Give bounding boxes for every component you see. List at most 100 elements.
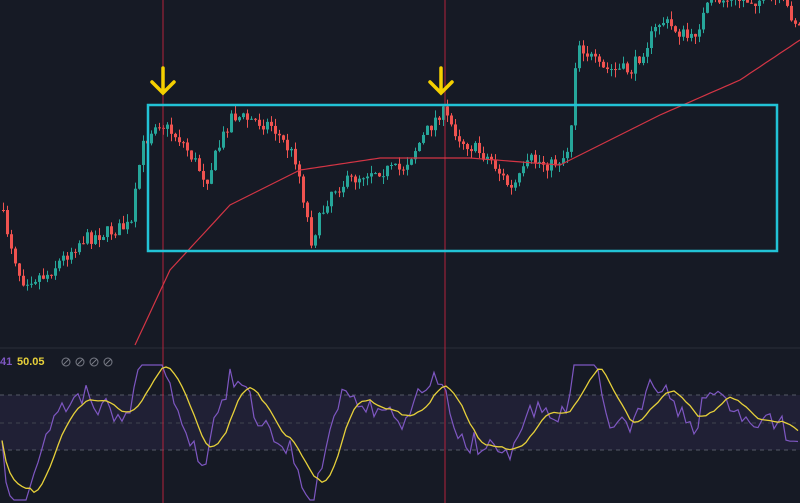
candle — [510, 184, 513, 188]
candle — [330, 191, 333, 207]
candle — [586, 53, 589, 57]
candle — [790, 5, 793, 21]
candle — [430, 125, 433, 131]
candle — [762, 0, 765, 1]
candle — [154, 127, 157, 134]
moving-average — [134, 39, 800, 346]
candle — [642, 56, 645, 64]
candle — [266, 121, 269, 130]
candle — [758, 0, 761, 6]
candle — [462, 141, 465, 145]
candle — [326, 206, 329, 213]
arrow — [428, 66, 454, 96]
arrow — [150, 66, 176, 96]
candle — [534, 154, 537, 163]
candle — [182, 142, 185, 144]
candle — [242, 113, 245, 118]
candle — [722, 0, 725, 3]
candle — [18, 263, 21, 276]
candle — [202, 171, 205, 180]
candle — [218, 147, 221, 151]
candle — [54, 268, 57, 276]
candle — [26, 284, 29, 286]
candle — [410, 159, 413, 165]
candle — [46, 274, 49, 279]
candle — [106, 226, 109, 238]
candle — [710, 0, 713, 3]
candle — [354, 176, 357, 183]
candle — [74, 251, 77, 253]
candle — [34, 281, 37, 284]
candle — [794, 20, 797, 24]
candle — [362, 178, 365, 180]
candle — [446, 106, 449, 116]
candle — [602, 61, 605, 68]
candle — [570, 125, 573, 152]
candle — [38, 275, 41, 282]
rsi-ma-line — [1, 366, 799, 494]
candle — [478, 142, 481, 154]
candle — [378, 173, 381, 177]
candle — [30, 283, 33, 285]
candle — [338, 191, 341, 193]
candle — [730, 0, 733, 1]
candle — [286, 139, 289, 151]
candle — [402, 169, 405, 171]
candle — [62, 255, 65, 261]
candle — [674, 26, 677, 32]
candle — [138, 164, 141, 189]
rsi-line — [1, 364, 799, 501]
candle — [634, 56, 637, 74]
candle — [654, 27, 657, 32]
candle — [442, 106, 445, 120]
candle — [550, 159, 553, 171]
candle — [590, 53, 593, 57]
candle — [486, 156, 489, 160]
candle — [502, 173, 505, 176]
candle — [94, 235, 97, 244]
indicator-icons — [61, 357, 113, 367]
candle — [174, 133, 177, 138]
candle — [302, 176, 305, 203]
candle — [682, 29, 685, 37]
candle — [170, 124, 173, 134]
candle — [98, 235, 101, 240]
candle — [366, 176, 369, 179]
candle — [394, 163, 397, 165]
candle — [114, 234, 117, 236]
range-box — [146, 103, 779, 253]
candle — [622, 63, 625, 69]
candle — [250, 118, 253, 120]
candle — [470, 149, 473, 152]
candle — [466, 144, 469, 150]
candles — [2, 0, 800, 291]
arrows — [150, 66, 454, 96]
candle — [526, 160, 529, 167]
candle — [742, 0, 745, 1]
candle — [610, 69, 613, 71]
candle — [290, 148, 293, 151]
candle — [198, 158, 201, 172]
candle — [578, 45, 581, 69]
candle — [350, 175, 353, 177]
candle — [318, 213, 321, 236]
candle — [254, 118, 257, 120]
candle — [310, 217, 313, 246]
icon — [75, 357, 85, 367]
candle — [422, 134, 425, 143]
candle — [50, 274, 53, 276]
candle — [226, 131, 229, 133]
candle — [142, 140, 145, 165]
candle — [490, 156, 493, 161]
candle — [390, 164, 393, 166]
candle — [246, 113, 249, 120]
candle — [262, 125, 265, 130]
rsi-ma-value: 50.05 — [17, 356, 45, 368]
candle — [118, 223, 121, 236]
candle — [678, 31, 681, 37]
candle — [90, 232, 93, 244]
candle — [474, 142, 477, 152]
candle — [690, 33, 693, 38]
candle — [498, 168, 501, 174]
